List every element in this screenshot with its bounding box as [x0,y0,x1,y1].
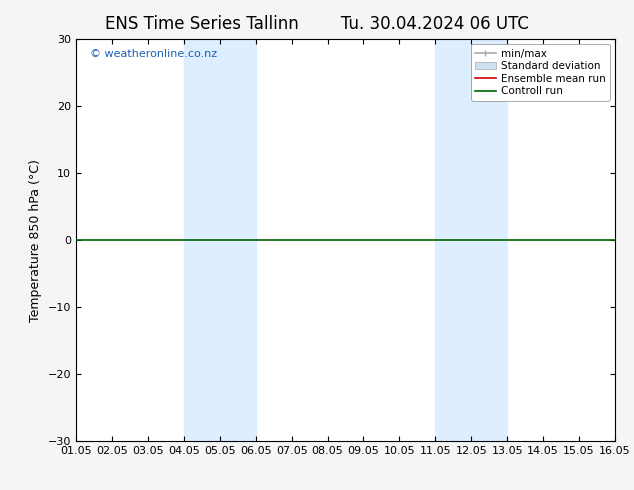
Text: © weatheronline.co.nz: © weatheronline.co.nz [89,49,217,59]
Legend: min/max, Standard deviation, Ensemble mean run, Controll run: min/max, Standard deviation, Ensemble me… [470,45,610,100]
Text: ENS Time Series Tallinn        Tu. 30.04.2024 06 UTC: ENS Time Series Tallinn Tu. 30.04.2024 0… [105,15,529,33]
Y-axis label: Temperature 850 hPa (°C): Temperature 850 hPa (°C) [29,159,42,321]
Bar [184,39,256,441]
Bar [436,39,507,441]
